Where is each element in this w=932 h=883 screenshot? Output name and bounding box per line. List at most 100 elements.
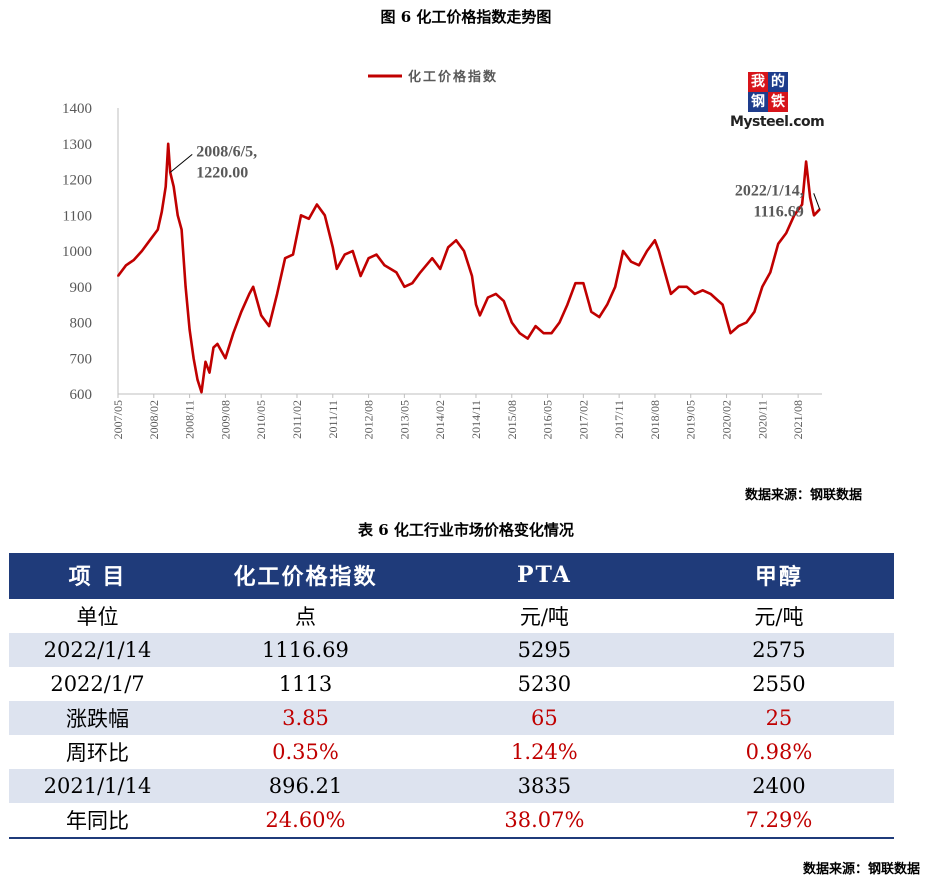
data-point <box>550 332 553 335</box>
data-point <box>140 250 143 252</box>
logo-char-1: 我 <box>748 72 768 92</box>
annotation-label: 1220.00 <box>196 164 248 181</box>
data-point <box>359 275 362 277</box>
data-point <box>574 282 577 285</box>
data-point <box>801 203 804 206</box>
data-point <box>737 325 740 327</box>
data-point <box>284 257 286 260</box>
data-point <box>598 316 601 319</box>
data-point <box>184 285 187 288</box>
table-header-row: 项 目 化工价格指数 PTA 甲醇 <box>9 553 894 599</box>
data-point <box>558 321 561 324</box>
data-point <box>665 278 668 281</box>
table-cell: 25 <box>663 701 894 735</box>
data-point <box>395 271 398 274</box>
data-point <box>419 271 422 274</box>
y-tick-label: 1100 <box>63 208 92 224</box>
table-title: 表 6 化工行业市场价格变化情况 <box>358 521 574 539</box>
data-point <box>447 246 450 249</box>
data-point <box>335 267 338 270</box>
x-tick-label: 2008/02 <box>147 400 161 439</box>
table-cell: 1.24% <box>511 740 578 764</box>
data-point <box>646 250 648 252</box>
line-chart: 600 700 800 900 1000 1100 1200 1300 1400 2007/05… <box>62 69 822 439</box>
table-cell: 38.07% <box>424 803 664 839</box>
logo-text: Mysteel.com <box>730 114 825 130</box>
data-point <box>431 257 434 260</box>
mysteel-logo: 我 的 钢 铁 Mysteel.com <box>730 70 830 136</box>
data-point <box>534 325 537 327</box>
y-tick-label: 800 <box>70 316 93 332</box>
data-point <box>200 391 203 394</box>
table-row: 2021/1/14 896.21 3835 2400 <box>9 769 894 803</box>
x-tick-label: 2018/08 <box>648 400 662 439</box>
y-tick-label: 900 <box>70 280 93 296</box>
data-point <box>315 203 318 206</box>
data-point <box>117 275 119 277</box>
data-point <box>630 260 632 263</box>
data-point <box>240 310 243 313</box>
data-point <box>220 350 223 352</box>
table-row: 单位 点 元/吨 元/吨 <box>9 598 894 633</box>
data-point <box>753 310 756 313</box>
data-point <box>809 196 811 199</box>
data-point <box>717 300 720 302</box>
data-point <box>216 343 219 345</box>
data-point <box>526 337 529 340</box>
data-point <box>721 303 724 306</box>
data-point <box>367 257 370 260</box>
data-point <box>343 253 346 256</box>
data-point <box>252 285 255 288</box>
table-cell: 3.85 <box>186 701 425 735</box>
data-point <box>471 275 473 277</box>
data-point <box>701 289 704 292</box>
data-point <box>590 310 593 313</box>
data-point <box>411 282 414 285</box>
data-point <box>125 264 127 267</box>
x-tick-label: 2020/11 <box>755 400 769 439</box>
data-point <box>403 285 406 288</box>
data-point <box>212 346 215 349</box>
y-tick-label: 1000 <box>62 244 92 260</box>
data-point <box>793 214 796 217</box>
data-point <box>276 293 278 295</box>
data-point <box>479 314 481 317</box>
data-point <box>292 253 294 256</box>
data-point <box>188 328 191 331</box>
data-point <box>375 253 378 256</box>
x-tick-label: 2014/02 <box>433 400 447 439</box>
x-tick-label: 2011/02 <box>290 400 304 439</box>
data-point <box>486 296 489 299</box>
x-tick-label: 2021/08 <box>791 400 805 439</box>
data-point <box>192 357 195 360</box>
data-point <box>268 325 271 327</box>
data-point <box>148 239 151 242</box>
data-point <box>693 293 696 295</box>
x-tick-label: 2009/08 <box>218 400 232 439</box>
data-point <box>232 332 235 335</box>
annotation-label: 2008/6/5, <box>196 143 257 160</box>
table-cell: 2400 <box>663 769 894 803</box>
data-point <box>308 217 310 220</box>
data-point <box>300 214 302 217</box>
data-point <box>494 293 497 295</box>
table-cell: 点 <box>294 605 316 629</box>
data-point <box>160 210 163 213</box>
price-change-table: 项 目 化工价格指数 PTA 甲醇 单位 点 元/吨 元/吨 2022/1/14 1116… <box>9 553 894 839</box>
row-label: 周环比 <box>66 741 129 765</box>
data-point <box>685 285 688 288</box>
data-point <box>582 282 585 285</box>
legend: 化工价格指数 <box>368 69 496 85</box>
data-point <box>176 214 179 217</box>
table-cell: 896.21 <box>186 769 425 803</box>
data-point <box>167 142 170 145</box>
header-pta: PTA <box>424 553 664 599</box>
x-tick-label: 2015/08 <box>505 400 519 439</box>
data-point <box>133 259 135 261</box>
x-tick-label: 2019/05 <box>684 400 698 439</box>
data-point <box>566 303 569 306</box>
table-cell: 5295 <box>424 633 664 667</box>
data-point <box>677 285 680 288</box>
data-point <box>463 250 465 252</box>
y-tick-label: 1400 <box>62 101 92 117</box>
